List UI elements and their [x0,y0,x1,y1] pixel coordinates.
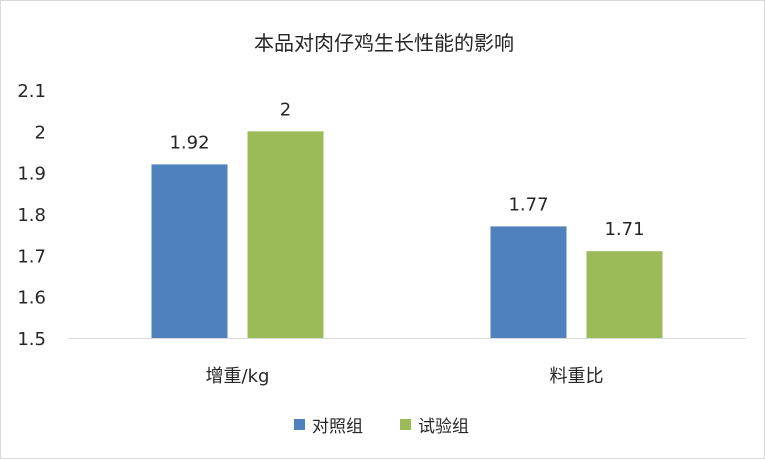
bar [247,131,324,338]
y-tick-label: 1.5 [17,329,46,350]
bar [586,251,663,338]
y-tick-label: 1.9 [17,164,46,185]
y-tick-label: 1.7 [17,246,46,267]
y-axis-ticks: 1.5 1.6 1.7 1.8 1.9 2 2.1 [17,81,46,350]
data-label: 2 [280,99,291,120]
data-label: 1.71 [604,219,644,240]
legend-label: 对照组 [312,417,363,437]
bar [490,226,567,338]
legend-swatch [294,419,305,430]
bar [151,164,228,338]
y-tick-label: 1.6 [17,288,46,309]
data-label: 1.77 [508,194,548,215]
legend: 对照组 试验组 [294,417,469,437]
chart-title: 本品对肉仔鸡生长性能的影响 [254,31,514,55]
bars [151,131,663,338]
data-label: 1.92 [169,132,209,153]
data-labels: 1.92 2 1.77 1.71 [169,99,644,240]
y-tick-label: 2.1 [17,81,46,102]
category-label: 料重比 [550,366,604,387]
legend-swatch [400,419,411,430]
y-tick-label: 1.8 [17,205,46,226]
legend-label: 试验组 [418,417,469,437]
y-tick-label: 2 [35,122,46,143]
x-axis-categories: 增重/kg 料重比 [206,366,604,387]
category-label: 增重/kg [206,366,270,387]
